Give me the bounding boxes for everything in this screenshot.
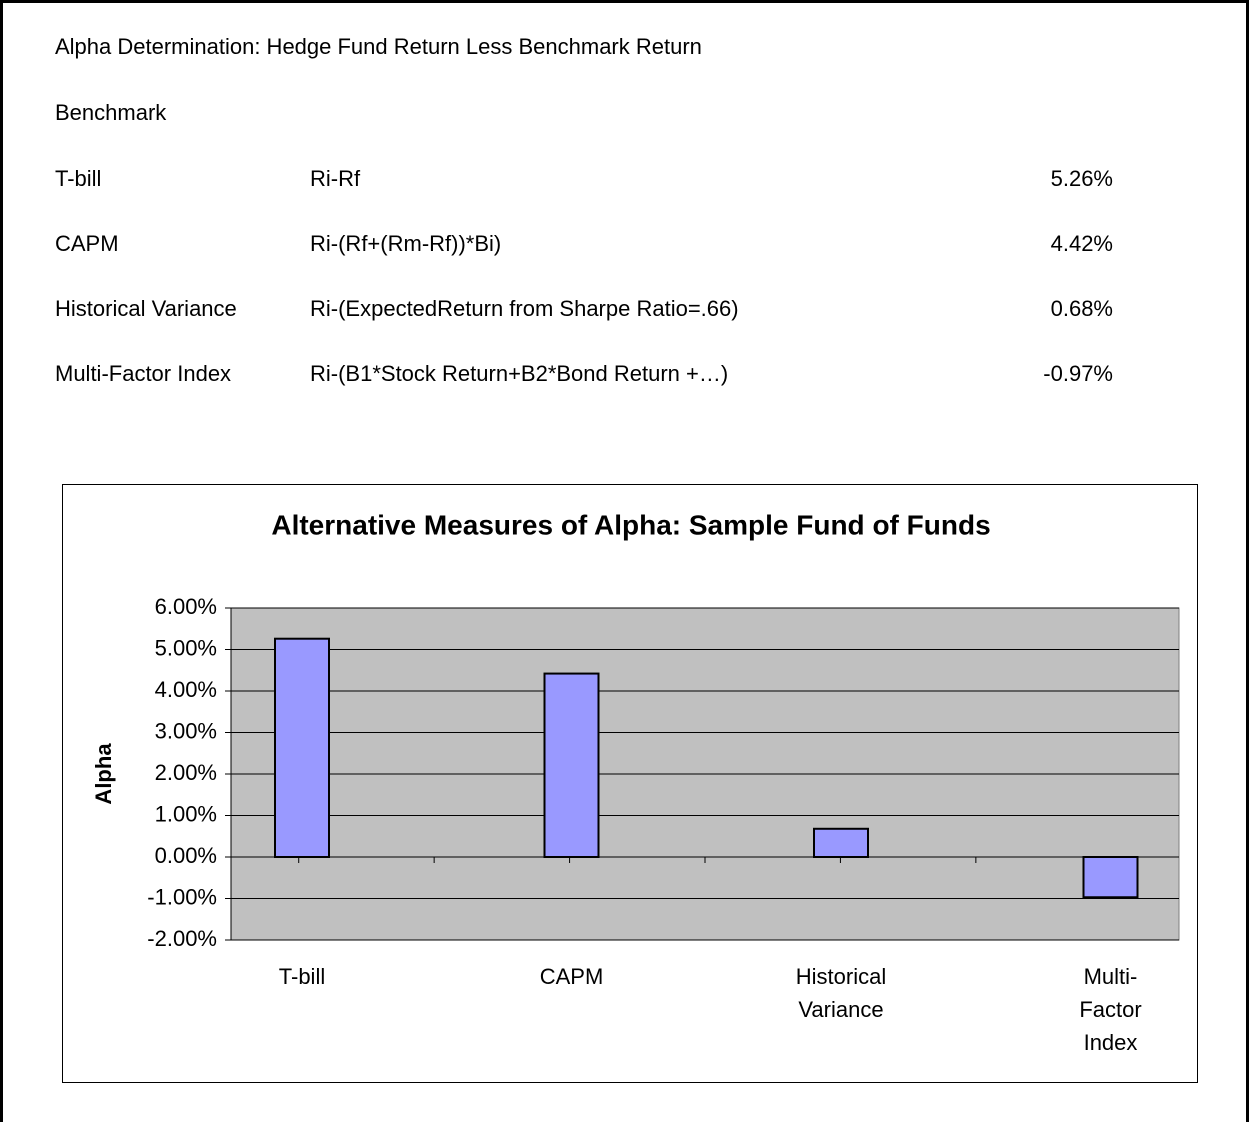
y-tick-label: -1.00% bbox=[147, 884, 217, 909]
x-tick-label: T-bill bbox=[278, 964, 326, 989]
y-tick-label: -2.00% bbox=[147, 926, 217, 951]
table-cell: Ri-Rf bbox=[310, 166, 361, 191]
table-cell: Historical Variance bbox=[55, 296, 237, 321]
y-tick-label: 4.00% bbox=[155, 677, 217, 702]
chart-title: Alternative Measures of Alpha: Sample Fu… bbox=[271, 509, 990, 540]
doc-title: Alpha Determination: Hedge Fund Return L… bbox=[55, 34, 702, 59]
bar bbox=[1082, 856, 1139, 899]
table-cell: Ri-(B1*Stock Return+B2*Bond Return +…) bbox=[310, 361, 729, 386]
table-cell: 0.68% bbox=[1050, 296, 1113, 321]
table-cell: 5.26% bbox=[1050, 166, 1113, 191]
y-tick-label: 5.00% bbox=[155, 635, 217, 660]
table-cell: -0.97% bbox=[1043, 361, 1113, 386]
y-tick-label: 6.00% bbox=[155, 594, 217, 619]
chart-box: Alternative Measures of Alpha: Sample Fu… bbox=[62, 484, 1198, 1083]
x-tick-label: Historical Variance bbox=[795, 964, 887, 1022]
bar bbox=[813, 827, 869, 858]
table-cell: CAPM bbox=[55, 231, 119, 256]
x-tick-label: CAPM bbox=[539, 964, 604, 989]
bar bbox=[274, 637, 330, 858]
bar bbox=[543, 672, 600, 858]
y-axis-label: Alpha bbox=[91, 743, 116, 805]
table-cell: T-bill bbox=[55, 166, 102, 191]
y-tick-label: 1.00% bbox=[155, 801, 217, 826]
table-cell: Ri-(ExpectedReturn from Sharpe Ratio=.66… bbox=[310, 296, 739, 321]
y-tick-label: 3.00% bbox=[155, 718, 217, 743]
table-cell: Ri-(Rf+(Rm-Rf))*Bi) bbox=[310, 231, 502, 256]
table-cell: Multi-Factor Index bbox=[55, 361, 232, 386]
y-tick-label: 0.00% bbox=[155, 843, 217, 868]
y-tick-label: 2.00% bbox=[155, 760, 217, 785]
doc-subtitle: Benchmark bbox=[55, 100, 167, 125]
table-cell: 4.42% bbox=[1050, 231, 1113, 256]
x-tick-label: Multi-Factor Index bbox=[1079, 964, 1142, 1055]
chart: Alternative Measures of Alpha: Sample Fu… bbox=[91, 509, 1180, 951]
